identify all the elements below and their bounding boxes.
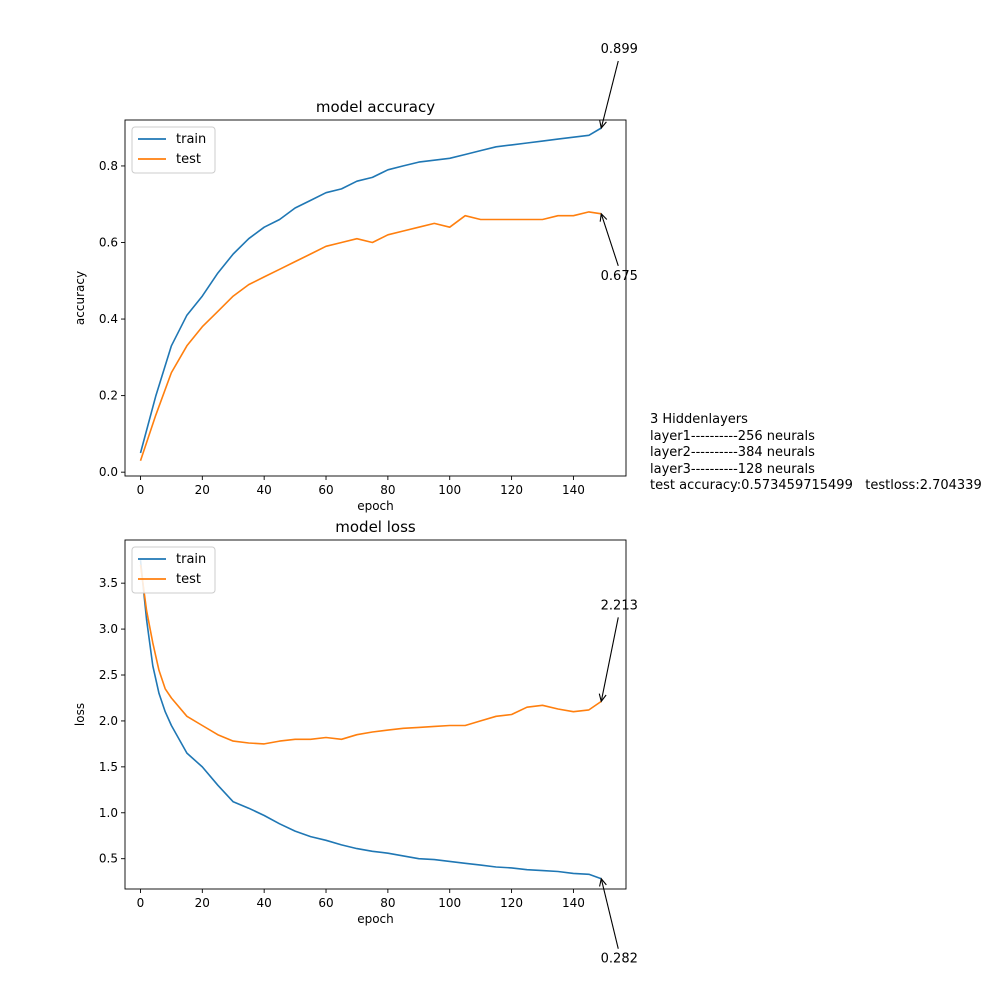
accuracy-xtick-label: 20 — [195, 483, 210, 497]
loss-ytick-label: 1.0 — [99, 806, 118, 820]
loss-series-train-line — [139, 560, 602, 880]
loss-chart-title: model loss — [335, 518, 416, 536]
loss-xtick-label: 120 — [500, 896, 523, 910]
accuracy-annotation-label-test: 0.675 — [601, 269, 638, 284]
loss-ytick-label: 2.0 — [99, 714, 118, 728]
loss-annotation-arrowhead-train — [599, 877, 607, 887]
loss-xtick-label: 20 — [195, 896, 210, 910]
loss-xtick-label: 100 — [438, 896, 461, 910]
loss-annotation-arrow-test — [600, 617, 619, 702]
loss-ytick-label: 3.0 — [99, 622, 118, 636]
accuracy-xtick-label: 100 — [438, 483, 461, 497]
loss-xtick-label: 80 — [380, 896, 395, 910]
loss-xtick-label: 40 — [257, 896, 272, 910]
accuracy-annotation-arrowhead-train — [599, 120, 607, 130]
accuracy-series-test-line — [139, 211, 602, 461]
info-line-layer2: layer2----------384 neurals — [650, 445, 815, 460]
model-info-text: 3 Hiddenlayers layer1----------256 neural… — [650, 412, 982, 495]
loss-annotation-arrowhead-test — [598, 693, 607, 703]
loss-annotation-label-test: 2.213 — [601, 598, 638, 613]
info-line-layer1: layer1----------256 neurals — [650, 428, 815, 444]
accuracy-ytick-label: 0.2 — [99, 389, 118, 403]
accuracy-annotation-label-train: 0.899 — [601, 42, 638, 57]
accuracy-ytick-label: 0.0 — [99, 465, 118, 479]
accuracy-xtick-label: 80 — [380, 483, 395, 497]
accuracy-ytick-label: 0.8 — [99, 159, 118, 173]
info-line-layer3: layer3----------128 neurals — [650, 461, 815, 477]
accuracy-axes-frame — [124, 119, 627, 477]
loss-axes-frame — [124, 539, 627, 890]
loss-x-axis-label: epoch — [357, 912, 394, 926]
accuracy-legend-label-test: test — [176, 152, 201, 167]
accuracy-xtick-label: 140 — [562, 483, 585, 497]
accuracy-xtick-label: 0 — [137, 483, 145, 497]
loss-xtick-label: 0 — [137, 896, 145, 910]
loss-ytick-label: 1.5 — [99, 760, 118, 774]
accuracy-xtick-label: 120 — [500, 483, 523, 497]
loss-y-axis-label: loss — [73, 703, 87, 726]
loss-legend-label-test: test — [176, 572, 201, 587]
accuracy-xtick-label: 60 — [318, 483, 333, 497]
loss-annotation-label-train: 0.282 — [601, 952, 638, 967]
accuracy-legend-label-train: train — [176, 132, 206, 147]
accuracy-x-axis-label: epoch — [357, 499, 394, 513]
loss-annotation-arrow-train — [600, 878, 619, 949]
loss-legend-label-train: train — [176, 552, 206, 567]
accuracy-annotation-arrow-train — [600, 60, 619, 129]
loss-series-test-line — [139, 564, 602, 745]
loss-ytick-label: 3.5 — [99, 576, 118, 590]
loss-xtick-label: 60 — [318, 896, 333, 910]
accuracy-chart-title: model accuracy — [316, 98, 435, 116]
loss-ytick-label: 2.5 — [99, 668, 118, 682]
accuracy-annotation-arrowhead-test — [599, 212, 608, 222]
accuracy-ytick-label: 0.4 — [99, 312, 118, 326]
loss-ytick-label: 0.5 — [99, 852, 118, 866]
accuracy-xtick-label: 40 — [257, 483, 272, 497]
accuracy-y-axis-label: accuracy — [73, 271, 87, 325]
info-line-test-metrics: test accuracy:0.573459715499 testloss:2.… — [650, 478, 982, 493]
info-line-hidden-layers: 3 Hiddenlayers — [650, 412, 748, 427]
accuracy-series-train-line — [139, 127, 602, 454]
accuracy-annotation-arrow-test — [600, 213, 619, 266]
accuracy-ytick-label: 0.6 — [99, 235, 118, 249]
loss-xtick-label: 140 — [562, 896, 585, 910]
